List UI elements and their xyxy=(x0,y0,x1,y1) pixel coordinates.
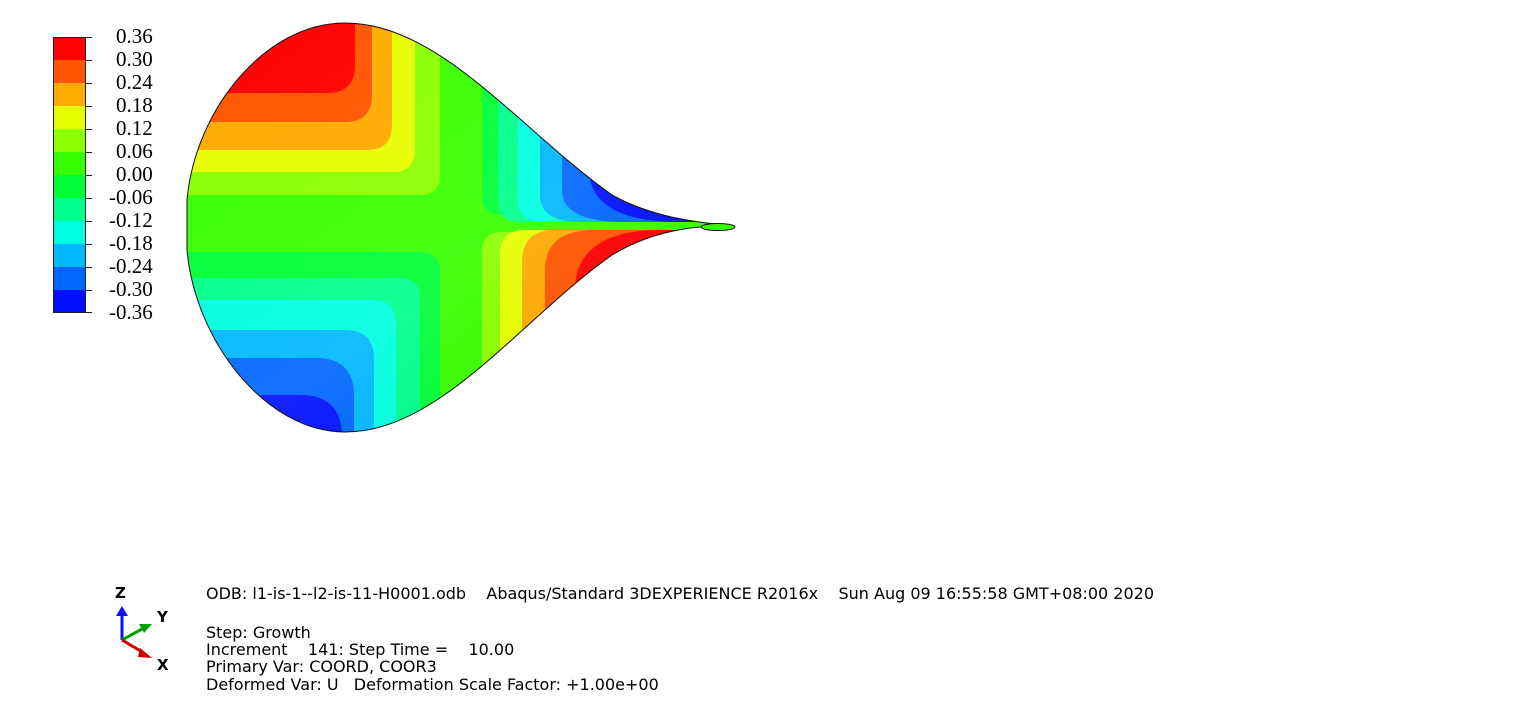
legend-band-5 xyxy=(53,152,86,175)
legend-tick xyxy=(86,152,92,153)
legend-tick xyxy=(86,290,92,291)
legend-label: 0.12 xyxy=(116,116,153,140)
legend-tick xyxy=(86,244,92,245)
y-axis-line xyxy=(121,627,143,642)
contour-plot xyxy=(186,22,736,433)
legend-band-10 xyxy=(53,267,86,290)
triad-label-y: Y xyxy=(157,608,168,626)
triad-label-x: X xyxy=(157,656,169,674)
legend-tick xyxy=(86,37,92,38)
contour-legend: 0.36 0.30 0.24 0.18 0.12 0.06 0.00 -0.06… xyxy=(53,26,163,323)
legend-band-11 xyxy=(53,290,86,313)
increment-info: Increment 141: Step Time = 10.00 xyxy=(206,640,515,659)
legend-tick xyxy=(86,129,92,130)
legend-label: -0.12 xyxy=(109,208,153,232)
primary-var-info: Primary Var: COORD, COOR3 xyxy=(206,657,437,676)
legend-tick xyxy=(86,175,92,176)
legend-tick xyxy=(86,198,92,199)
legend-tick xyxy=(86,221,92,222)
legend-label: -0.06 xyxy=(109,185,153,209)
band-blue-top xyxy=(590,23,735,222)
odb-info-line: ODB: l1-is-1--l2-is-11-H0001.odb Abaqus/… xyxy=(206,584,1155,603)
legend-tick xyxy=(86,267,92,268)
legend-tick xyxy=(86,106,92,107)
step-info: Step: Growth xyxy=(206,623,311,642)
legend-label: -0.30 xyxy=(109,277,153,301)
legend-label: 0.18 xyxy=(116,93,153,117)
legend-band-8 xyxy=(53,221,86,244)
legend-band-7 xyxy=(53,198,86,221)
y-arrow-icon xyxy=(139,624,152,633)
legend-band-2 xyxy=(53,83,86,106)
legend-label: 0.06 xyxy=(116,139,153,163)
legend-label: -0.24 xyxy=(109,254,153,278)
legend-band-3 xyxy=(53,106,86,129)
legend-band-1 xyxy=(53,60,86,83)
legend-band-4 xyxy=(53,129,86,152)
legend-label: 0.36 xyxy=(116,24,153,48)
triad-label-z: Z xyxy=(115,584,126,602)
x-arrow-icon xyxy=(138,648,152,658)
legend-label: -0.36 xyxy=(109,300,153,324)
legend-label: 0.30 xyxy=(116,47,153,71)
surface-shade xyxy=(187,23,735,432)
contour-bands xyxy=(187,23,735,432)
plot-outline xyxy=(186,22,736,433)
tip-outline xyxy=(700,223,736,231)
legend-label: 0.00 xyxy=(116,162,153,186)
legend-label: 0.24 xyxy=(116,70,153,94)
legend-tick xyxy=(86,312,92,313)
z-arrow-icon xyxy=(116,606,128,616)
deformed-var-info: Deformed Var: U Deformation Scale Factor… xyxy=(206,675,659,694)
band-red-bottom xyxy=(575,230,735,432)
legend-tick xyxy=(86,83,92,84)
legend-band-0 xyxy=(53,37,86,60)
legend-band-9 xyxy=(53,244,86,267)
legend-tick xyxy=(86,60,92,61)
legend-band-6 xyxy=(53,175,86,198)
axis-triad xyxy=(116,606,152,658)
legend-label: -0.18 xyxy=(109,231,153,255)
